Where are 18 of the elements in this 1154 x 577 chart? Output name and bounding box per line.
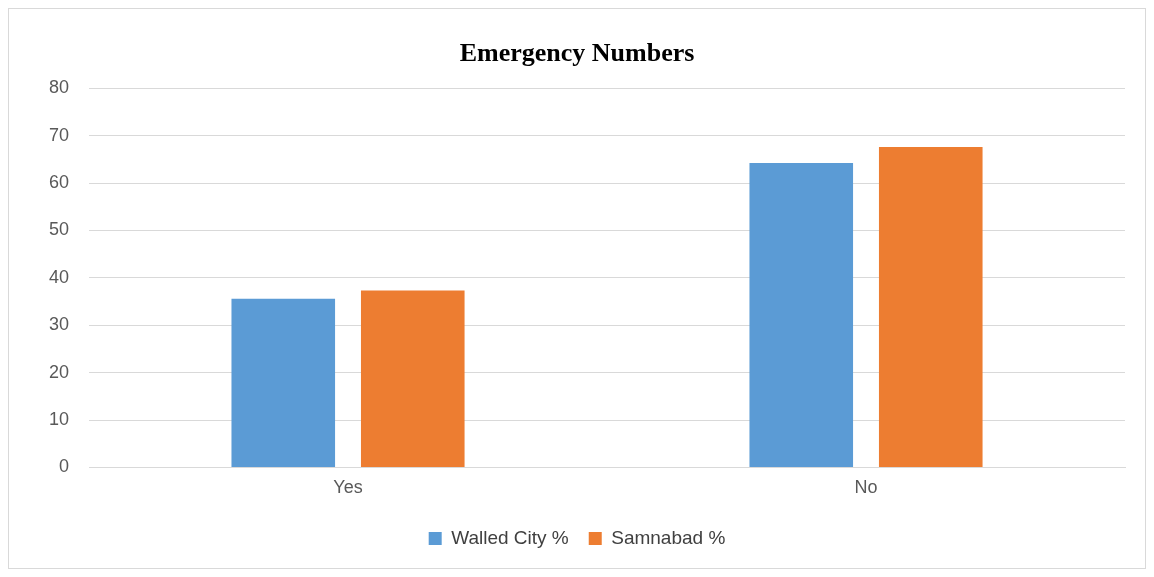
x-tick-label: Yes	[333, 477, 363, 498]
x-tick-label: No	[854, 477, 878, 498]
y-tick-label: 40	[48, 266, 70, 287]
chart-title: Emergency Numbers	[459, 38, 695, 68]
bar	[749, 163, 854, 467]
y-tick-label: 80	[48, 77, 70, 98]
y-tick-label: 60	[48, 171, 70, 192]
bar	[878, 146, 983, 467]
y-tick-label: 70	[48, 124, 70, 145]
legend-label: Walled City %	[451, 526, 569, 548]
y-tick-label: 50	[48, 219, 70, 240]
y-tick-label: 0	[59, 456, 70, 477]
legend-label: Samnabad %	[611, 526, 726, 548]
bar	[360, 290, 465, 467]
y-tick-label: 10	[48, 408, 70, 429]
y-tick-label: 30	[48, 314, 70, 335]
y-tick-label: 20	[48, 361, 70, 382]
bar	[231, 298, 336, 467]
